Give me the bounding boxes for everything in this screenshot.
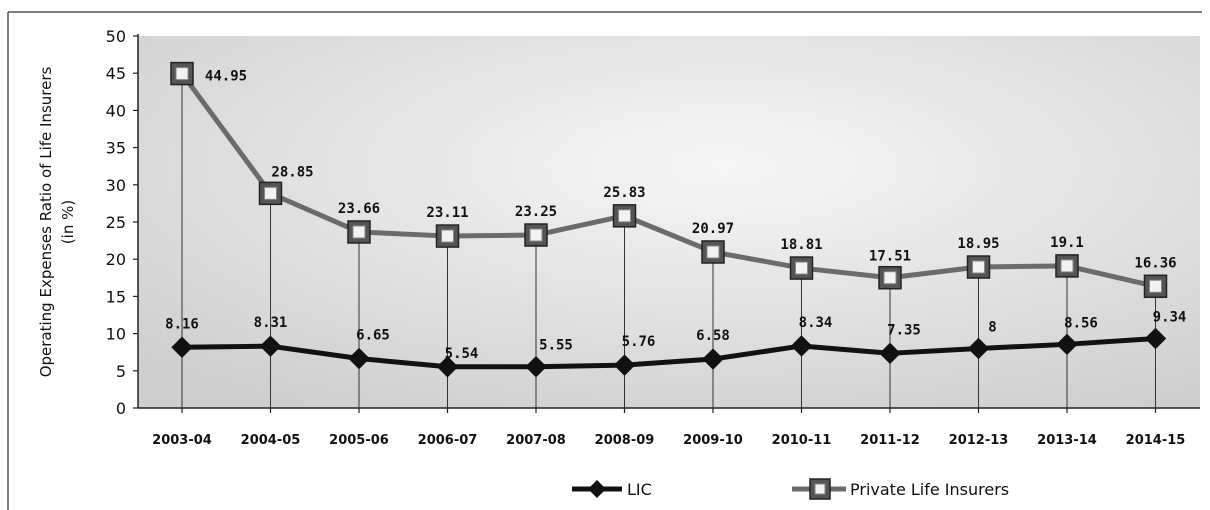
lic-point [171, 336, 193, 358]
lic-point [967, 337, 990, 360]
marker-inner [529, 228, 543, 242]
y-tick-label: 25 [106, 213, 126, 232]
x-tick-label: 2005-06 [329, 433, 389, 448]
y-tick-label: 10 [106, 325, 126, 344]
lic-data-label: 5.54 [445, 346, 479, 362]
y-tick-label: 45 [106, 64, 126, 83]
private-life-insurers-data-label: 19.1 [1050, 235, 1084, 251]
private-life-insurers-point [347, 220, 371, 244]
private-life-insurers-point [966, 255, 991, 279]
y-tick-label: 0 [116, 399, 126, 418]
lic-data-label: 8.16 [165, 316, 199, 332]
marker-inner [441, 229, 454, 243]
private-life-insurers-data-label: 25.83 [603, 185, 645, 201]
marker-inner [618, 209, 631, 223]
private-life-insurers-data-label: 16.36 [1134, 255, 1176, 271]
private-life-insurers-data-label: 23.66 [338, 201, 380, 217]
lic-data-label: 8 [988, 319, 996, 335]
marker-inner [795, 261, 808, 275]
private-life-insurers-point [258, 181, 283, 206]
lic-point [1144, 327, 1167, 350]
marker-inner [972, 260, 985, 274]
x-tick-label: 2004-05 [241, 433, 301, 448]
private-life-insurers-data-label: 44.95 [205, 69, 247, 85]
marker-inner [1060, 259, 1074, 273]
private-life-insurers-data-label: 28.85 [271, 164, 313, 180]
lic-point [1056, 333, 1078, 356]
x-tick-label: 2003-04 [152, 433, 212, 448]
legend-label-private-life-insurers: Private Life Insurers [850, 480, 1009, 499]
lic-data-label: 6.58 [696, 328, 730, 344]
x-tick-label: 2006-07 [418, 433, 478, 448]
marker-inner [1149, 279, 1162, 293]
private-life-insurers-data-label: 18.95 [957, 236, 999, 252]
lic-point [613, 354, 636, 376]
lic-data-label: 5.76 [622, 334, 656, 350]
y-axis-label-line1: Operating Expenses Ratio of Life Insurer… [37, 67, 55, 378]
x-tick-label: 2014-15 [1126, 433, 1186, 448]
y-tick-label: 20 [106, 250, 126, 269]
y-tick-label: 15 [106, 287, 126, 306]
private-life-insurers-point [435, 224, 460, 248]
x-tick-label: 2010-11 [772, 433, 832, 448]
y-tick-label: 30 [106, 176, 126, 195]
y-tick-label: 50 [106, 27, 126, 46]
lic-data-label: 6.65 [356, 328, 390, 344]
y-axis-label-line2: (in %) [59, 200, 77, 244]
legend-swatch-private-marker-inner [814, 483, 826, 495]
private-life-insurers-point [170, 61, 194, 86]
lic-data-label: 5.55 [539, 338, 573, 354]
private-life-insurers-point [878, 265, 902, 290]
private-life-insurers-point [1143, 274, 1168, 299]
marker-inner [352, 225, 366, 239]
marker-inner [175, 67, 189, 81]
private-life-insurers-data-label: 23.25 [515, 204, 557, 220]
lic-data-label: 8.56 [1064, 315, 1098, 331]
lic-data-label: 9.34 [1153, 310, 1187, 326]
lic-point [702, 348, 724, 370]
marker-inner [264, 186, 277, 200]
series-line-private-life-insurers [179, 72, 1157, 289]
private-life-insurers-data-label: 23.11 [426, 205, 468, 221]
x-tick-label: 2011-12 [860, 433, 920, 448]
x-tick-label: 2009-10 [683, 433, 743, 448]
lic-point [790, 335, 813, 357]
lic-point [525, 356, 547, 378]
y-tick-label: 35 [106, 139, 126, 158]
lic-point [879, 342, 901, 365]
private-life-insurers-data-label: 20.97 [692, 221, 734, 237]
private-life-insurers-data-label: 17.51 [869, 249, 911, 265]
x-tick-label: 2007-08 [506, 433, 566, 448]
private-life-insurers-point [701, 240, 725, 264]
private-life-insurers-point [1055, 254, 1079, 278]
lic-data-label: 8.31 [254, 315, 288, 331]
private-life-insurers-point [524, 223, 548, 247]
y-tick-label: 5 [116, 362, 126, 381]
marker-inner [706, 245, 720, 259]
x-tick-label: 2013-14 [1037, 433, 1097, 448]
series-line-lic [181, 336, 1156, 370]
y-tick-label: 40 [106, 101, 126, 120]
lic-point [348, 347, 370, 370]
lic-data-label: 8.34 [799, 315, 833, 331]
legend-swatch-lic-marker [588, 480, 606, 498]
legend-label-lic: LIC [627, 480, 652, 499]
marker-inner [883, 271, 897, 285]
lic-data-label: 7.35 [887, 322, 921, 338]
x-tick-label: 2012-13 [949, 433, 1009, 448]
private-life-insurers-point [789, 256, 814, 280]
private-life-insurers-data-label: 18.81 [780, 237, 822, 253]
x-tick-label: 2008-09 [595, 433, 655, 448]
lic-point [436, 356, 459, 378]
private-life-insurers-point [612, 204, 637, 228]
lic-point [259, 335, 282, 357]
